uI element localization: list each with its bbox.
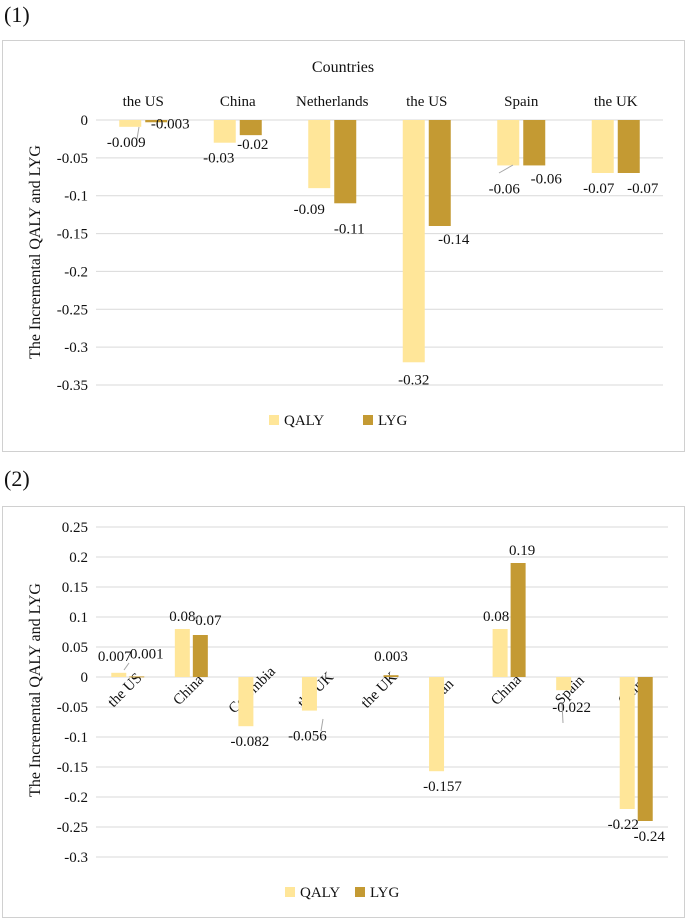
legend-label-qaly: QALY [284,413,324,429]
y-tick-label: -0.25 [57,820,88,836]
y-tick-label: -0.2 [64,264,88,280]
qaly-bar [591,120,614,173]
data-label: -0.09 [294,202,325,218]
y-tick-label: -0.3 [64,850,88,866]
qaly-bar [238,677,254,727]
legend-label-lyg: LYG [370,885,399,901]
lyg-bar [192,635,208,677]
qaly-bar [174,629,190,677]
y-tick-label: -0.05 [57,700,88,716]
data-label: -0.07 [583,181,615,197]
data-label: -0.22 [608,817,639,833]
y-axis-label: The Incremental QALY and LYG [27,145,44,359]
data-label: -0.11 [334,221,365,237]
y-tick-label: 0 [81,670,89,686]
x-category-label: Netherlands [296,94,369,110]
data-label: -0.24 [634,829,666,845]
data-label: -0.157 [423,779,462,795]
lyg-bar [145,120,168,123]
data-label: 0.07 [195,613,222,629]
leader-line [320,718,324,732]
data-label: -0.003 [151,116,190,132]
panel-label-1: (1) [4,2,30,27]
data-label: -0.06 [531,171,563,187]
data-label: -0.022 [552,700,591,716]
leader-line [123,662,130,671]
data-label: 0.08 [169,609,195,625]
y-tick-label: -0.1 [64,730,88,746]
leader-line [192,614,199,622]
x-category-label: the UK [594,94,638,110]
leader-line [136,126,140,140]
qaly-bar [301,677,317,711]
qaly-bar [308,120,331,189]
lyg-bar [129,676,145,678]
data-label: -0.056 [288,729,327,745]
y-tick-label: -0.2 [64,790,88,806]
data-label: 0.003 [374,649,408,665]
chart-1-frame: 0 -0.05 -0.1 -0.15 -0.2 -0.25 -0.3 -0.35 Countri… [2,40,685,452]
lyg-bar [617,120,640,173]
y-tick-label: -0.05 [57,151,88,167]
qaly-bar [119,120,142,127]
qaly-bar [402,120,425,363]
y-tick-label: -0.35 [57,378,88,394]
x-category-label: the US [406,94,447,110]
y-tick-label: 0.15 [62,580,88,596]
data-label: 0.007 [98,649,132,665]
panel-label-2: (2) [4,466,30,491]
leader-line [561,702,564,724]
chart-2: 0.25 0.2 0.15 0.1 0.05 0 -0.05 -0.1 -0.15 -0.2 -0.… [27,520,668,901]
y-tick-label: 0 [81,113,89,129]
y-tick-label: -0.25 [57,302,88,318]
data-label: -0.02 [237,137,268,153]
data-label: -0.32 [398,372,429,388]
data-label: 0.08 [483,609,509,625]
lyg-bar [523,120,546,166]
y-axis-label: The Incremental QALY and LYG [27,583,44,797]
y-tick-label: 0.05 [62,640,88,656]
chart-title: Countries [312,59,374,76]
legend-swatch-lyg [363,415,373,425]
lyg-bar [334,120,357,204]
chart-2-frame: 0.25 0.2 0.15 0.1 0.05 0 -0.05 -0.1 -0.15 -0.2 -0.… [2,506,685,918]
y-tick-label: 0.25 [62,520,88,536]
lyg-bar [428,120,451,226]
y-tick-label: -0.15 [57,227,88,243]
data-label: 0.19 [509,543,535,559]
data-label: -0.082 [231,734,270,750]
lyg-bar [239,120,262,136]
lyg-bar [383,675,399,677]
y-tick-label: 0.1 [69,610,88,626]
x-category-label: the US [123,94,164,110]
x-category-label: Spain [504,94,539,110]
legend-label-qaly: QALY [300,885,340,901]
data-label: 0.001 [130,646,164,662]
data-label: -0.03 [203,151,234,167]
legend-swatch-qaly [285,887,295,897]
data-label: -0.14 [438,232,470,248]
y-tick-label: -0.3 [64,340,88,356]
lyg-bar [637,677,653,821]
legend-label-lyg: LYG [378,413,407,429]
legend-swatch-qaly [269,415,279,425]
qaly-bar [429,677,445,772]
y-tick-label: -0.1 [64,189,88,205]
qaly-bar [213,120,236,143]
qaly-bar [497,120,520,166]
lyg-bar [510,563,526,677]
data-label: -0.07 [627,181,659,197]
y-tick-label: 0.2 [69,550,88,566]
data-label: -0.009 [107,135,146,151]
data-label: -0.06 [489,181,521,197]
legend-swatch-lyg [355,887,365,897]
leader-line [498,164,514,174]
qaly-bar [492,629,508,677]
x-category-label: China [220,94,256,110]
qaly-bar [619,677,635,809]
qaly-bar [556,677,572,691]
y-tick-label: -0.15 [57,760,88,776]
qaly-bar [111,672,127,677]
chart-1: 0 -0.05 -0.1 -0.15 -0.2 -0.25 -0.3 -0.35 Countri… [27,59,663,429]
